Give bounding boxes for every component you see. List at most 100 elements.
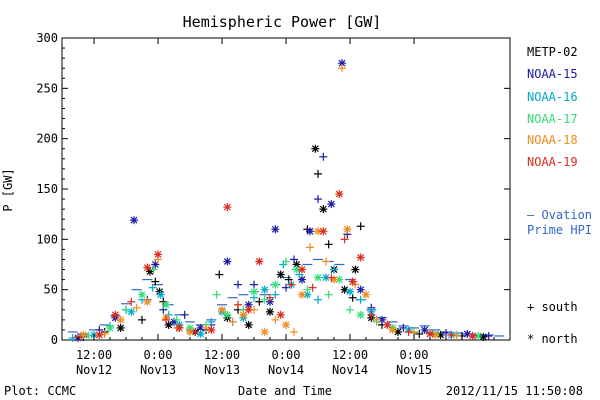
legend-metp-02: METP-02	[527, 45, 578, 59]
point-noaa-16-south	[356, 295, 365, 304]
point-noaa-19-north	[298, 265, 306, 274]
legend-noaa-16: NOAA-16	[527, 90, 578, 104]
point-noaa-18-north	[343, 225, 352, 234]
point-noaa-18-north	[362, 290, 370, 299]
point-noaa-18-north	[116, 315, 125, 324]
point-noaa-16-north	[196, 329, 205, 338]
legend-north: * north	[527, 332, 578, 346]
y-tick-label: 300	[36, 31, 58, 45]
point-noaa-19-north	[154, 250, 162, 259]
x-tick-date-label: Nov15	[396, 363, 432, 377]
point-noaa-19-north	[95, 330, 104, 339]
legend-noaa-19: NOAA-19	[527, 155, 578, 169]
point-noaa-19-north	[175, 323, 184, 332]
point-noaa-18-south	[322, 257, 330, 266]
point-noaa-18-south	[306, 243, 314, 252]
point-noaa-15-south	[290, 255, 298, 264]
point-noaa-16-north	[127, 307, 136, 316]
y-axis: 0 50 100 150 200 250 300	[36, 31, 510, 347]
point-metp-02-north	[266, 307, 274, 316]
x-tick-date-label: Nov13	[204, 363, 240, 377]
point-noaa-16-north	[346, 287, 354, 296]
point-noaa-19-south	[308, 283, 317, 292]
legend-noaa-18: NOAA-18	[527, 133, 578, 147]
point-metp-02-south	[348, 293, 357, 302]
point-noaa-15-north	[271, 225, 280, 234]
point-metp-02-north	[311, 144, 320, 153]
point-noaa-19-south	[162, 315, 170, 324]
point-noaa-19-south	[447, 330, 456, 339]
point-noaa-18-north	[186, 327, 194, 336]
point-noaa-19-north	[255, 257, 264, 266]
y-tick-label: 200	[36, 132, 58, 146]
y-tick-label: 150	[36, 182, 58, 196]
point-noaa-17-south	[282, 257, 290, 266]
point-noaa-15-south	[180, 310, 189, 319]
point-noaa-17-south	[149, 265, 158, 274]
point-noaa-18-south	[132, 303, 141, 312]
point-noaa-15-north	[223, 257, 232, 266]
point-noaa-15-south	[319, 152, 328, 161]
point-noaa-18-south	[452, 331, 461, 340]
point-noaa-17-south	[324, 290, 333, 299]
point-metp-02-north	[319, 205, 328, 214]
point-noaa-17-north	[271, 280, 280, 289]
point-noaa-17-south	[212, 290, 221, 299]
point-noaa-18-north	[218, 305, 226, 314]
point-noaa-19-south	[340, 235, 349, 244]
point-metp-02-north	[116, 323, 125, 332]
x-tick-date-label: Nov12	[76, 363, 112, 377]
x-tick-date-label: Nov13	[140, 363, 176, 377]
point-noaa-15-south	[250, 280, 258, 289]
legend-noaa-15: NOAA-15	[527, 67, 578, 81]
point-noaa-19-north	[356, 253, 365, 262]
x-axis-label: Date and Time	[238, 384, 332, 398]
legend-south: + south	[527, 300, 578, 314]
point-noaa-16-south	[207, 317, 216, 326]
x-tick-date-label: Nov14	[332, 363, 368, 377]
point-metp-02-south	[255, 297, 264, 306]
point-noaa-17-south	[303, 285, 312, 294]
point-noaa-18-south	[290, 327, 298, 336]
x-tick-time-label: 0:00	[144, 348, 173, 362]
point-noaa-16-north	[260, 285, 269, 294]
point-noaa-18-south	[271, 315, 280, 324]
legend: METP-02 NOAA-15 NOAA-16 NOAA-17 NOAA-18 …	[527, 45, 592, 346]
point-noaa-17-south	[260, 295, 269, 304]
point-noaa-18-north	[282, 320, 290, 329]
point-noaa-19-south	[327, 273, 336, 282]
point-metp-02-south	[314, 169, 322, 178]
point-noaa-19-south	[404, 327, 413, 336]
x-axis: 12:00Nov120:00Nov1312:00Nov130:00Nov1412…	[76, 38, 495, 377]
point-noaa-15-north	[420, 325, 429, 334]
point-noaa-19-north	[348, 277, 357, 286]
point-noaa-19-north	[244, 305, 253, 314]
x-tick-time-label: 0:00	[272, 348, 301, 362]
point-metp-02-north	[276, 270, 285, 279]
legend-ovation-line1: — Ovation	[527, 208, 592, 222]
point-noaa-19-south	[127, 297, 136, 306]
plot-source: Plot: CCMC	[4, 384, 76, 398]
chart-title: Hemispheric Power [GW]	[183, 13, 382, 31]
y-tick-label: 250	[36, 81, 58, 95]
point-noaa-17-south	[122, 305, 130, 314]
legend-noaa-17: NOAA-17	[527, 112, 578, 126]
point-noaa-18-north	[239, 310, 248, 319]
point-noaa-19-north	[468, 331, 477, 340]
point-noaa-15-north	[130, 216, 138, 225]
legend-ovation-line2: Prime HPI	[527, 223, 592, 237]
point-noaa-19-north	[207, 325, 216, 334]
point-noaa-19-south	[367, 310, 376, 319]
point-noaa-19-north	[223, 203, 232, 212]
x-tick-time-label: 12:00	[332, 348, 368, 362]
point-metp-02-south	[215, 270, 224, 279]
plot-frame	[61, 37, 511, 341]
point-noaa-17-north	[356, 310, 365, 319]
point-noaa-18-south	[228, 317, 237, 326]
point-noaa-15-north	[356, 285, 365, 294]
point-noaa-17-south	[346, 305, 354, 314]
point-noaa-17-south	[172, 315, 181, 324]
point-metp-02-south	[324, 240, 333, 249]
